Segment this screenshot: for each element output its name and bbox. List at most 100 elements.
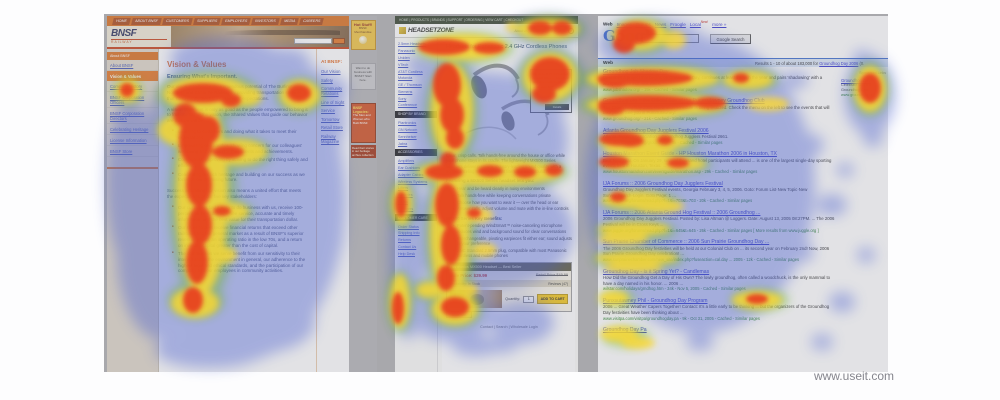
bnsf-nav-end-rule (107, 167, 158, 169)
benefits-header: MX500 Series Key Benefits: (446, 215, 503, 221)
bnsf-search-button[interactable] (333, 38, 345, 44)
query-link[interactable]: Groundhog Day 2006 (819, 61, 859, 66)
product-description: Clear, crisp calls. Talk hands-free arou… (446, 153, 566, 174)
store-account-links[interactable]: About Us | Contact Us | My Account (514, 28, 565, 33)
store-nav-link[interactable]: 2.5mm Headsets (398, 42, 426, 47)
bnsf-nav-link[interactable]: License Information (107, 135, 158, 146)
bnsf-nav-tab[interactable]: SUPPLIERS (192, 17, 221, 25)
bnsf-nav-tab[interactable]: CAREERS (299, 17, 325, 25)
quantity-input[interactable] (523, 295, 535, 303)
bnsf-nav-link[interactable]: BNSF Corporation Directors (107, 108, 158, 124)
bnsf-nav-tab[interactable]: ABOUT BNSF (130, 17, 162, 25)
feature-item: Hear and be heard clearly in noisy envir… (453, 186, 572, 192)
hot-stuff-box[interactable]: Hot Stuff! BNSF Merchandise (350, 20, 376, 50)
tab-groups[interactable]: Groups (635, 21, 651, 27)
more-link[interactable]: more » (712, 21, 727, 27)
promo-inset-box[interactable]: Wireless MX510 Headset Special Offer — S… (530, 69, 572, 113)
bnsf-nav-link[interactable]: BNSF Store (107, 146, 158, 157)
tab-images[interactable]: Images (616, 21, 632, 27)
store-nav-link[interactable]: Contact Us (398, 244, 417, 249)
bnsf-nav-link[interactable]: About BNSF (107, 60, 158, 71)
store-nav-link[interactable]: GE / Thomson (398, 83, 422, 88)
store-nav-link[interactable]: Chargers (398, 206, 414, 211)
business-promo-box[interactable]: Want to do business with BNSF? Start her… (350, 63, 376, 90)
sponsored-links-header: Sponsored Links (859, 71, 886, 75)
feature-item: Answer calls, adjust volume and mute wit… (453, 206, 572, 212)
tab-local[interactable]: Local (689, 21, 701, 27)
help-icon[interactable]: ? (568, 27, 574, 34)
store-nav-link[interactable]: Siemens (398, 89, 413, 94)
lightbulb-icon (359, 35, 367, 44)
tab-news[interactable]: News (654, 21, 667, 27)
at-bnsf-link[interactable]: Retail Store (321, 125, 343, 130)
bnsf-nav-tab[interactable]: HOME (112, 17, 131, 25)
at-bnsf-link[interactable]: Line of Sight (321, 99, 345, 105)
at-bnsf-link[interactable]: Safety (321, 77, 333, 83)
store-nav-link[interactable]: Batteries (398, 193, 413, 198)
google-search-button[interactable]: Google Search (710, 34, 751, 44)
page-title: Vision & Values (167, 60, 227, 69)
store-nav-link[interactable]: Help Desk (398, 251, 416, 256)
body-paragraph: Our vision is to realize the tremendous … (167, 84, 302, 101)
store-nav-link[interactable]: Jabra (398, 141, 408, 146)
store-nav-link[interactable]: Conference (398, 103, 418, 108)
store-nav-link[interactable]: Sennheiser (398, 134, 417, 139)
at-bnsf-link[interactable]: Community Relations (321, 86, 343, 96)
store-nav-link[interactable]: Adapter Cables (398, 172, 424, 177)
tab-froogle[interactable]: Froogle (670, 21, 686, 27)
bnsf-nav-active-item[interactable]: Vision & Values (107, 71, 158, 81)
store-top-nav[interactable]: HOME | PRODUCTS | BRANDS | SUPPORT | ORD… (395, 16, 578, 24)
store-nav-link[interactable]: Lifters (398, 186, 409, 191)
bnsf-nav-tab[interactable]: EMPLOYEES (220, 17, 251, 25)
store-nav-link[interactable]: Plantronics (398, 121, 417, 126)
bnsf-left-nav: About BNSF About BNSF Vision & Values Co… (107, 49, 159, 372)
bnsf-search-input[interactable] (294, 38, 332, 44)
store-nav-link[interactable]: VTech (398, 62, 409, 67)
store-nav-link[interactable]: Sony (398, 96, 407, 101)
quantity-label: Quantity: (505, 297, 521, 302)
headset-store-screenshot: HOME | PRODUCTS | BRANDS | SUPPORT | ORD… (395, 16, 578, 372)
store-nav-link[interactable]: AT&T Cordless (398, 69, 423, 74)
bnsf-nav-link[interactable]: Celebrating Heritage (107, 124, 158, 135)
store-nav-link[interactable]: GN Netcom (398, 127, 418, 132)
body-paragraph: Success at fulfilling our vision also me… (167, 188, 301, 200)
search-input[interactable] (642, 34, 699, 43)
at-bnsf-link[interactable]: Service (321, 108, 335, 113)
bnsf-main-content: Vision & Values Ensuring What's Importan… (159, 49, 317, 372)
benefit-item: Patent-pending WindSmart™ noise-cancelin… (453, 223, 572, 234)
search-results-list: Groundhog Job Shadow Day Describes a pro… (603, 69, 837, 340)
bnsf-nav-tab[interactable]: MEDIA (279, 17, 299, 25)
at-bnsf-link[interactable]: Our Vision (321, 69, 341, 74)
bnsf-nav-tab[interactable]: CUSTOMERS (161, 17, 193, 25)
legacies-promo-box[interactable]: BNSF Legacies: The Men and Women who Bui… (350, 103, 376, 143)
reviews-link[interactable]: Reviews (47) (548, 281, 568, 286)
at-bnsf-link[interactable]: Tomorrow (321, 116, 340, 122)
store-nav-section-header: CUSTOMER CARE (395, 214, 437, 222)
store-left-nav: 2.5mm Headsets Panasonic Uniden VTech AT&T C… (395, 38, 438, 372)
store-nav-link[interactable]: Uniden (398, 55, 410, 60)
store-nav-link[interactable]: Order Status (398, 224, 419, 229)
more-info-tab[interactable]: More Info (446, 312, 472, 319)
at-bnsf-link[interactable]: Railway Magazine (321, 133, 340, 144)
store-nav-link[interactable]: Ear Cushions (398, 166, 421, 171)
bnsf-nav-link[interactable]: BNSF Corporation Officers (107, 92, 158, 108)
store-nav-link[interactable]: Shipping Info (398, 231, 420, 236)
store-nav-link[interactable]: Wireless Systems (398, 179, 428, 184)
list-item: Listening to customers and doing what it… (172, 129, 308, 141)
store-nav-link[interactable]: Returns (398, 238, 411, 243)
body-paragraph: A vision statement is only as good as th… (167, 106, 308, 124)
store-nav-link[interactable]: Panasonic (398, 49, 416, 54)
store-footer-links[interactable]: Contact | Search | Wholesale Login (480, 325, 538, 330)
result-title-link[interactable]: Groundhog Day Pa (603, 327, 647, 334)
bnsf-nav-link[interactable]: Company History (107, 81, 158, 92)
bnsf-nav-tab[interactable]: INVESTORS (251, 17, 280, 25)
store-nav-section-header: ACCESSORIES (395, 148, 437, 156)
add-to-cart-button[interactable]: ADD TO CART (537, 294, 568, 305)
bnsf-top-nav: HOME ABOUT BNSF CUSTOMERS SUPPLIERS EMPLOYEE… (107, 16, 349, 26)
page-subtitle: Ensuring What's Important. (167, 74, 238, 80)
promo-details-button[interactable]: Details (545, 104, 569, 110)
store-nav-link[interactable]: Amplifiers (398, 159, 415, 164)
store-nav-link[interactable]: Cords (398, 200, 408, 205)
tab-web[interactable]: Web (603, 21, 613, 27)
store-nav-link[interactable]: Motorola (398, 76, 413, 81)
